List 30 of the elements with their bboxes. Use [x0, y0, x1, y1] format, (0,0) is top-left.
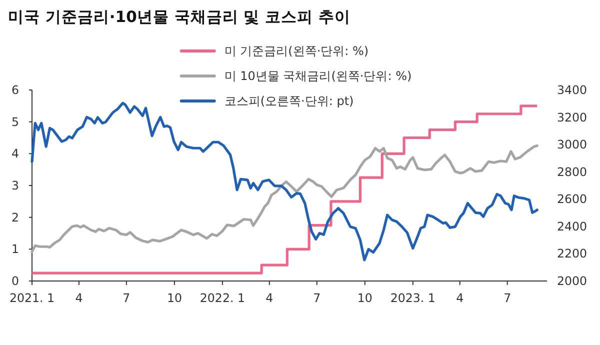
y2-tick-label: 2200: [557, 246, 588, 261]
x-tick-label: 10: [357, 291, 372, 305]
y2-tick-label: 2400: [557, 219, 588, 234]
y-tick-label: 2: [11, 210, 19, 224]
y2-tick-label: 3200: [557, 110, 588, 124]
legend-label: 코스피(오른쪽·단위: pt): [224, 94, 354, 108]
x-tick-label: 4: [266, 291, 274, 305]
legend-label: 미 기준금리(왼쪽·단위: %): [224, 44, 369, 58]
x-tick-label: 7: [122, 291, 130, 305]
x-tick-label: 2021. 1: [9, 291, 55, 305]
y-tick-label: 1: [11, 242, 19, 256]
x-tick-label: 4: [75, 291, 83, 305]
x-tick-label: 4: [456, 291, 464, 305]
y2-tick-label: 2800: [557, 164, 588, 179]
y2-tick-label: 2000: [557, 274, 588, 288]
y-tick-label: 0: [11, 274, 19, 288]
x-tick-label: 2022. 1: [200, 291, 245, 305]
y2-tick-label: 2600: [557, 192, 588, 206]
y2-tick-label: 3400: [557, 83, 588, 97]
y-tick-label: 4: [11, 146, 19, 161]
y2-tick-label: 3000: [557, 138, 588, 152]
x-tick-label: 7: [504, 291, 512, 305]
x-tick-label: 10: [166, 291, 182, 305]
x-tick-label: 7: [313, 291, 321, 305]
x-tick-label: 2023. 1: [390, 291, 436, 305]
y-tick-label: 5: [11, 114, 19, 129]
legend-label: 미 10년물 국채금리(왼쪽·단위: %): [224, 69, 412, 83]
y-tick-label: 3: [11, 178, 19, 192]
title: 미국 기준금리·10년물 국채금리 및 코스피 추이: [8, 8, 350, 26]
y-tick-label: 6: [11, 83, 19, 97]
